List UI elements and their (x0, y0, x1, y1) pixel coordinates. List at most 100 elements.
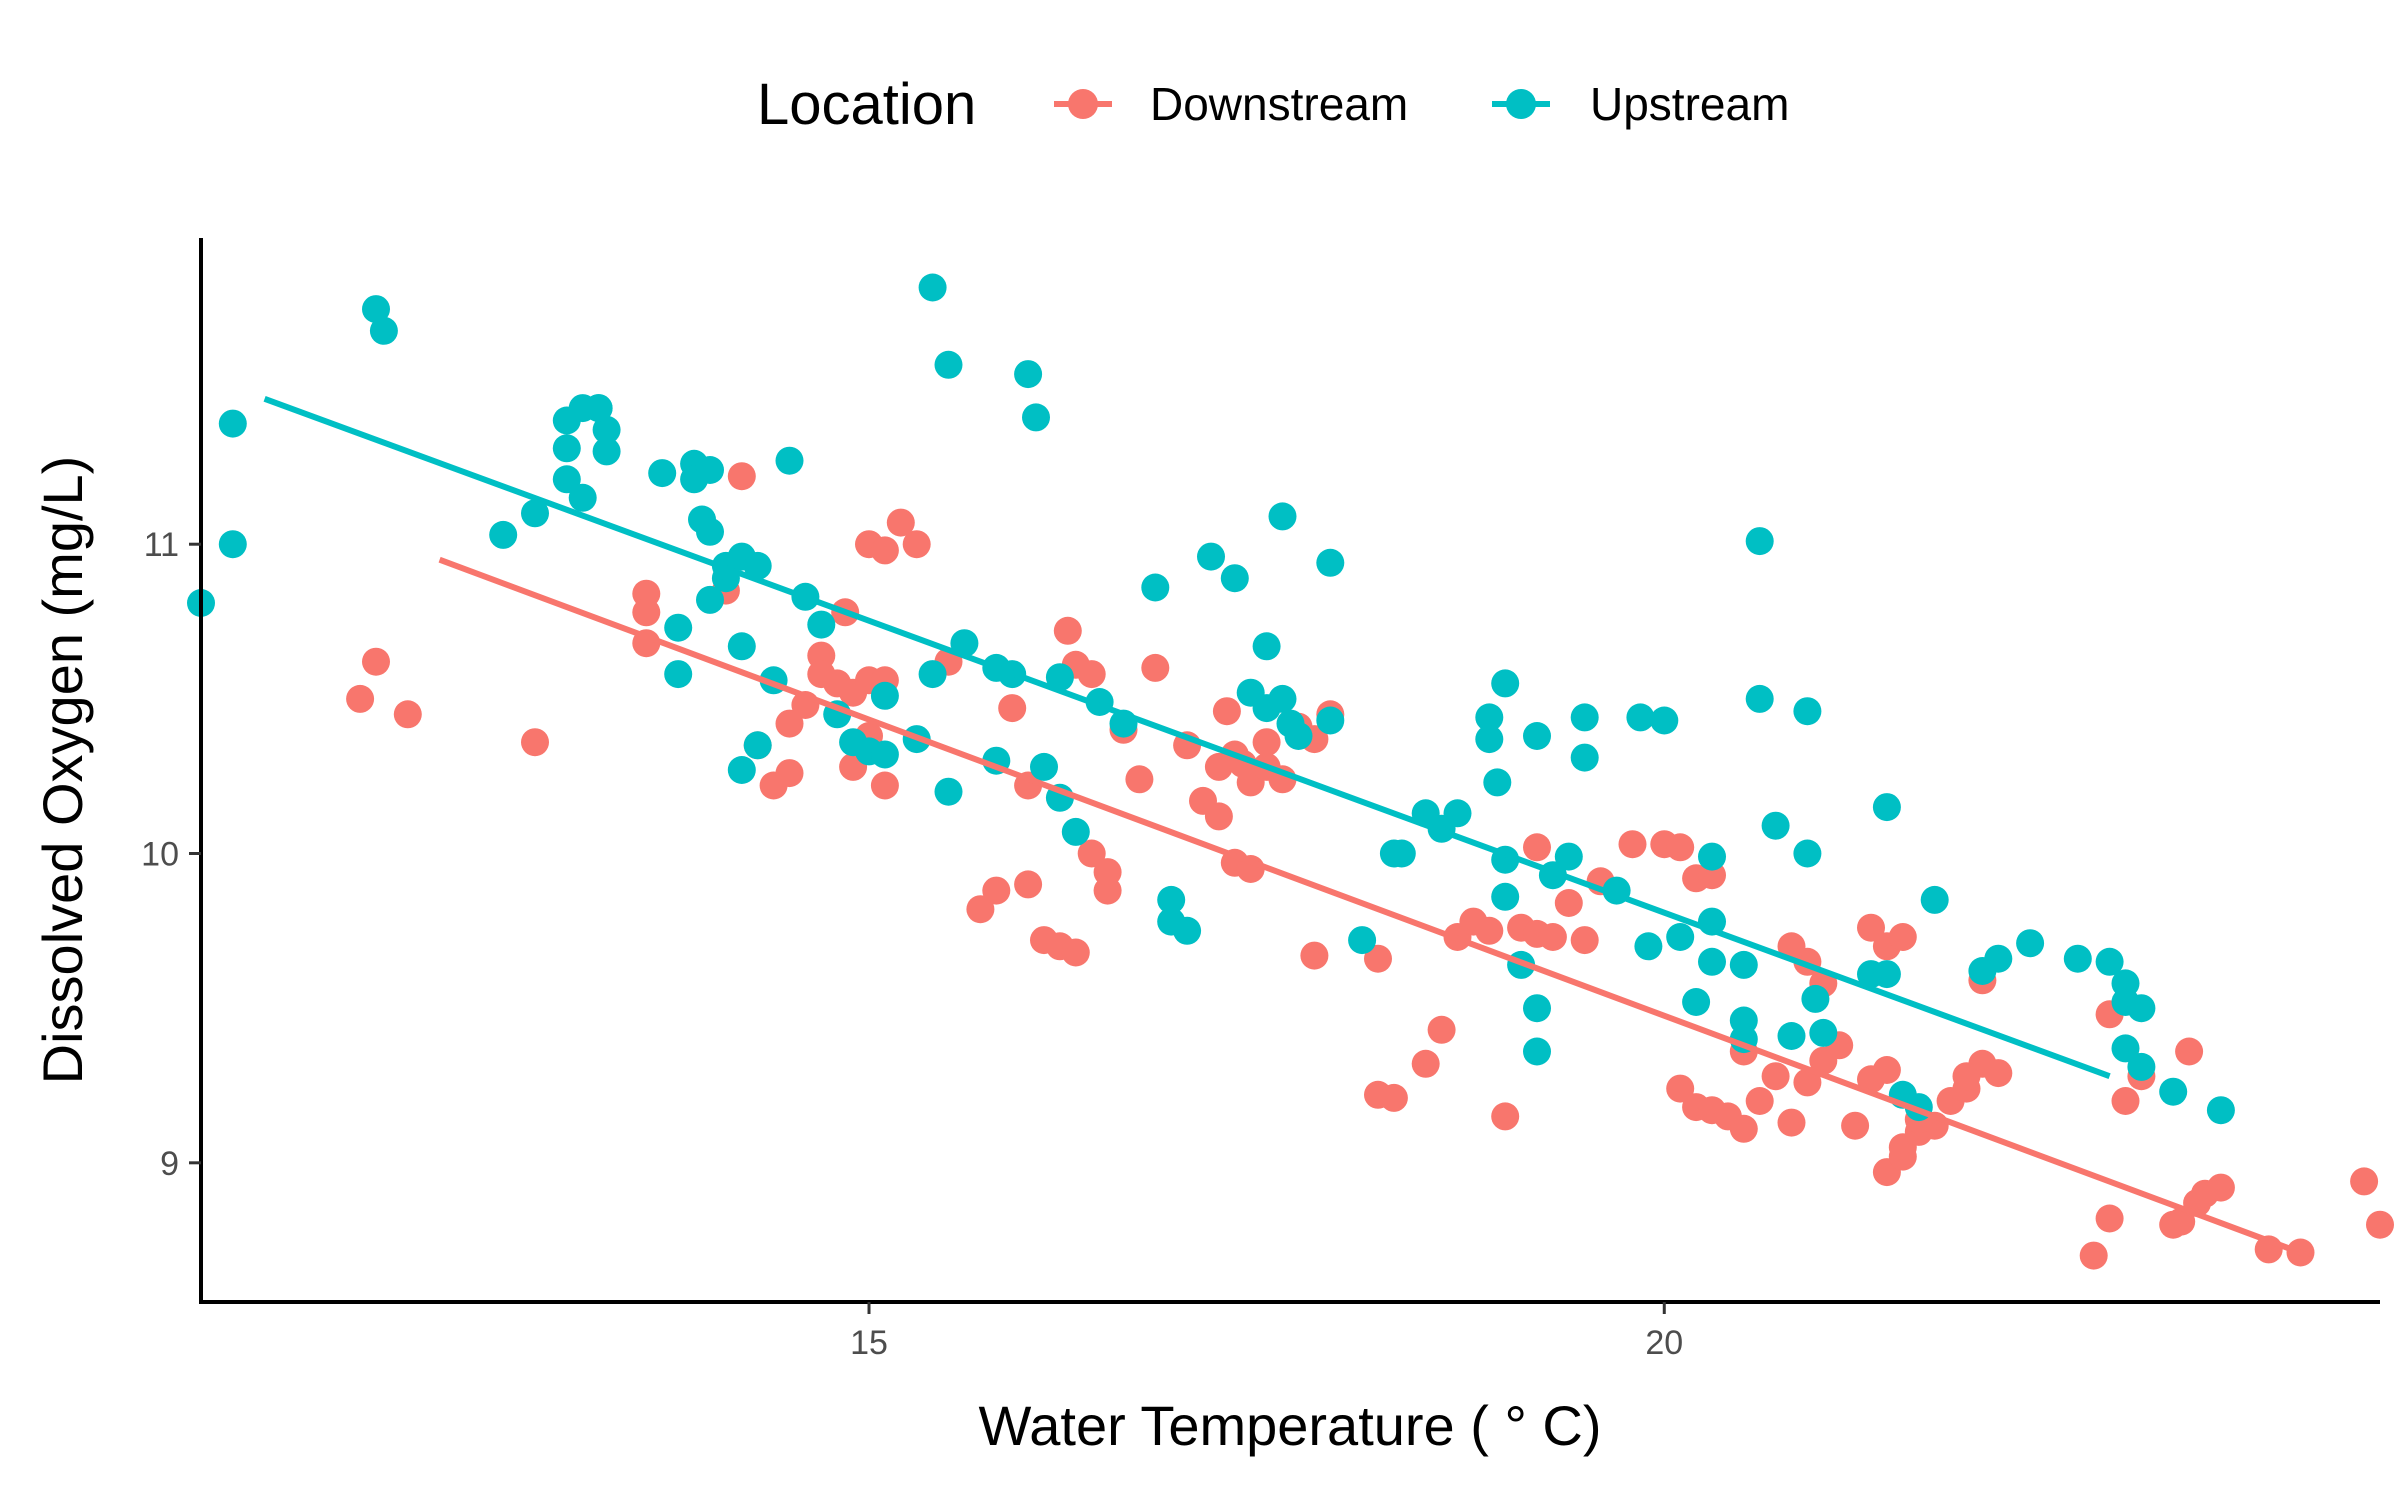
point-downstream-2 (393, 700, 422, 729)
point-downstream-45 (1141, 653, 1170, 682)
point-upstream-33 (775, 446, 804, 475)
point-upstream-112 (1809, 1018, 1838, 1047)
point-downstream-48 (1204, 802, 1233, 831)
legend-label-downstream: Downstream (1150, 78, 1408, 130)
point-upstream-130 (2206, 1096, 2235, 1125)
point-upstream-55 (1061, 817, 1090, 846)
y-tick-label-11: 11 (144, 526, 179, 564)
point-downstream-40 (1077, 839, 1106, 868)
point-upstream-2 (218, 530, 247, 559)
point-upstream-128 (2127, 1052, 2156, 1081)
point-upstream-50 (1014, 360, 1043, 389)
trend-line-upstream (263, 395, 2111, 1080)
point-upstream-43 (918, 273, 947, 302)
point-upstream-9 (552, 465, 581, 494)
point-upstream-70 (1284, 722, 1313, 750)
point-downstream-50 (1212, 697, 1241, 726)
point-upstream-114 (1872, 793, 1901, 822)
point-downstream-118 (2079, 1241, 2108, 1270)
point-downstream-127 (2206, 1173, 2235, 1202)
point-downstream-30 (982, 876, 1011, 905)
legend-key-point-downstream (1068, 89, 1098, 119)
point-upstream-18 (664, 660, 693, 689)
point-upstream-73 (1348, 926, 1377, 955)
point-upstream-12 (568, 483, 597, 512)
point-downstream-131 (2366, 1210, 2394, 1239)
point-upstream-17 (664, 613, 693, 642)
point-upstream-122 (2063, 944, 2092, 973)
legend-key-point-upstream (1506, 89, 1536, 119)
legend-item-upstream: Upstream (1492, 78, 1789, 130)
point-downstream-33 (1014, 870, 1043, 899)
point-downstream-74 (1538, 923, 1567, 951)
point-downstream-31 (998, 694, 1027, 723)
y-tick-label-10: 10 (141, 836, 179, 874)
point-upstream-126 (2127, 994, 2156, 1023)
point-upstream-29 (727, 632, 756, 661)
points-layer (187, 273, 2394, 1270)
y-tick-label-9: 9 (160, 1145, 179, 1183)
point-downstream-88 (1729, 1114, 1758, 1143)
point-upstream-68 (1268, 684, 1297, 713)
point-downstream-115 (1952, 1062, 1981, 1091)
point-downstream-65 (1379, 1083, 1408, 1112)
point-upstream-58 (1141, 573, 1170, 602)
point-upstream-96 (1650, 706, 1679, 735)
point-downstream-102 (1888, 923, 1917, 951)
legend-item-downstream: Downstream (1054, 78, 1408, 130)
point-downstream-1 (362, 647, 390, 676)
point-upstream-92 (1570, 743, 1599, 772)
point-upstream-100 (1698, 842, 1726, 871)
point-upstream-66 (1252, 632, 1281, 661)
point-upstream-111 (1801, 984, 1830, 1013)
point-upstream-31 (743, 731, 772, 760)
point-upstream-6 (521, 499, 549, 528)
point-downstream-70 (1475, 916, 1504, 945)
point-upstream-67 (1268, 502, 1297, 531)
point-upstream-28 (743, 551, 772, 580)
point-downstream-5 (632, 598, 661, 627)
point-downstream-119 (2095, 1204, 2124, 1233)
point-downstream-92 (1777, 1108, 1806, 1137)
x-tick-label-20: 20 (1645, 1324, 1683, 1362)
point-downstream-42 (1093, 858, 1122, 887)
point-downstream-24 (886, 508, 915, 537)
point-downstream-75 (1554, 889, 1583, 917)
point-downstream-76 (1570, 926, 1599, 955)
point-upstream-107 (1761, 811, 1790, 840)
point-downstream-36 (1053, 616, 1082, 645)
legend: Location Downstream Upstream (757, 72, 1789, 137)
point-downstream-91 (1761, 1062, 1790, 1091)
point-upstream-15 (584, 394, 613, 423)
tick-layer: 15 20 9 10 11 (141, 526, 1683, 1362)
point-upstream-88 (1523, 1037, 1551, 1066)
point-upstream-45 (934, 777, 963, 806)
point-downstream-20 (870, 771, 899, 800)
point-upstream-23 (696, 517, 724, 546)
point-upstream-21 (696, 456, 724, 484)
point-upstream-52 (1030, 752, 1058, 781)
point-upstream-75 (1387, 839, 1416, 868)
point-upstream-85 (1523, 722, 1551, 750)
point-upstream-72 (1316, 706, 1345, 735)
point-downstream-81 (1666, 833, 1695, 862)
point-upstream-106 (1745, 684, 1774, 713)
point-downstream-104 (1872, 1056, 1901, 1084)
point-downstream-90 (1745, 1087, 1774, 1115)
point-upstream-120 (1984, 944, 2013, 973)
x-tick-label-15: 15 (850, 1324, 888, 1362)
point-upstream-108 (1777, 1022, 1806, 1050)
legend-title: Location (757, 72, 976, 137)
point-downstream-66 (1411, 1049, 1440, 1078)
point-downstream-110 (1888, 1142, 1917, 1171)
point-downstream-123 (2167, 1207, 2196, 1236)
point-upstream-16 (648, 459, 677, 488)
point-upstream-42 (918, 660, 947, 689)
point-upstream-82 (1483, 768, 1512, 797)
point-upstream-101 (1698, 947, 1726, 976)
point-upstream-79 (1475, 703, 1504, 732)
point-upstream-90 (1554, 842, 1583, 871)
legend-label-upstream: Upstream (1590, 78, 1789, 130)
point-upstream-51 (1022, 403, 1050, 432)
